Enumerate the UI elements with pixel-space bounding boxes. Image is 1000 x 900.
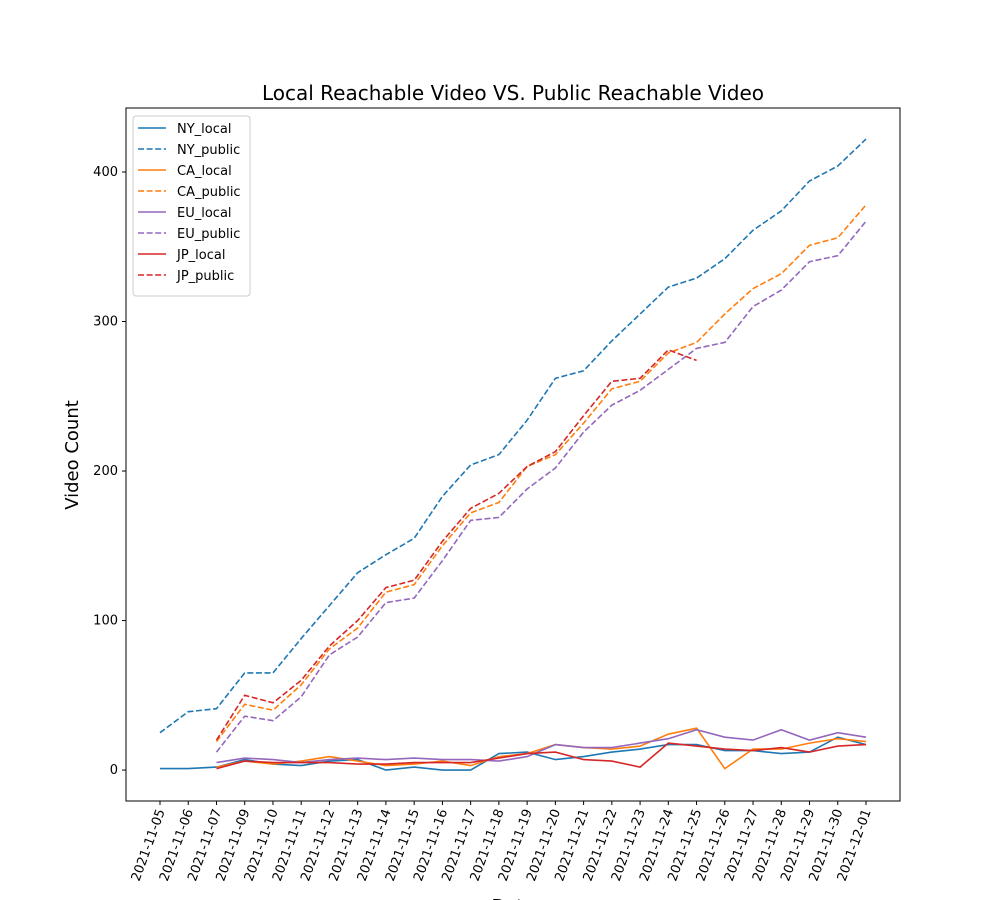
series-line	[216, 727, 867, 770]
legend-label: EU_public	[177, 227, 240, 242]
series-line	[215, 204, 867, 743]
y-axis-label: Video Count	[62, 400, 83, 510]
series-line	[160, 736, 867, 771]
legend-label: NY_public	[177, 143, 240, 158]
series-line	[216, 742, 867, 770]
y-tick-label: 300	[93, 315, 118, 330]
series-line	[216, 728, 867, 764]
y-tick-label: 100	[93, 614, 118, 629]
legend: NY_local NY_public CA_local CA_public EU_loc…	[132, 115, 251, 297]
series-line	[215, 220, 867, 753]
legend-label: EU_local	[177, 206, 232, 221]
series-line	[159, 138, 867, 734]
y-tick-label: 0	[110, 763, 118, 778]
legend-label: CA_local	[177, 164, 232, 179]
legend-label: CA_public	[177, 185, 241, 200]
y-tick-label: 200	[93, 464, 118, 479]
series-line	[215, 348, 697, 741]
x-axis-label: Date	[491, 896, 534, 900]
chart-title: Local Reachable Video VS. Public Reachab…	[262, 81, 764, 105]
legend-box	[132, 115, 251, 297]
plot-frame	[125, 107, 901, 802]
legend-label: JP_public	[176, 269, 234, 284]
legend-label: NY_local	[177, 122, 231, 137]
y-tick-label: 400	[93, 165, 118, 180]
legend-label: JP_local	[176, 248, 225, 263]
